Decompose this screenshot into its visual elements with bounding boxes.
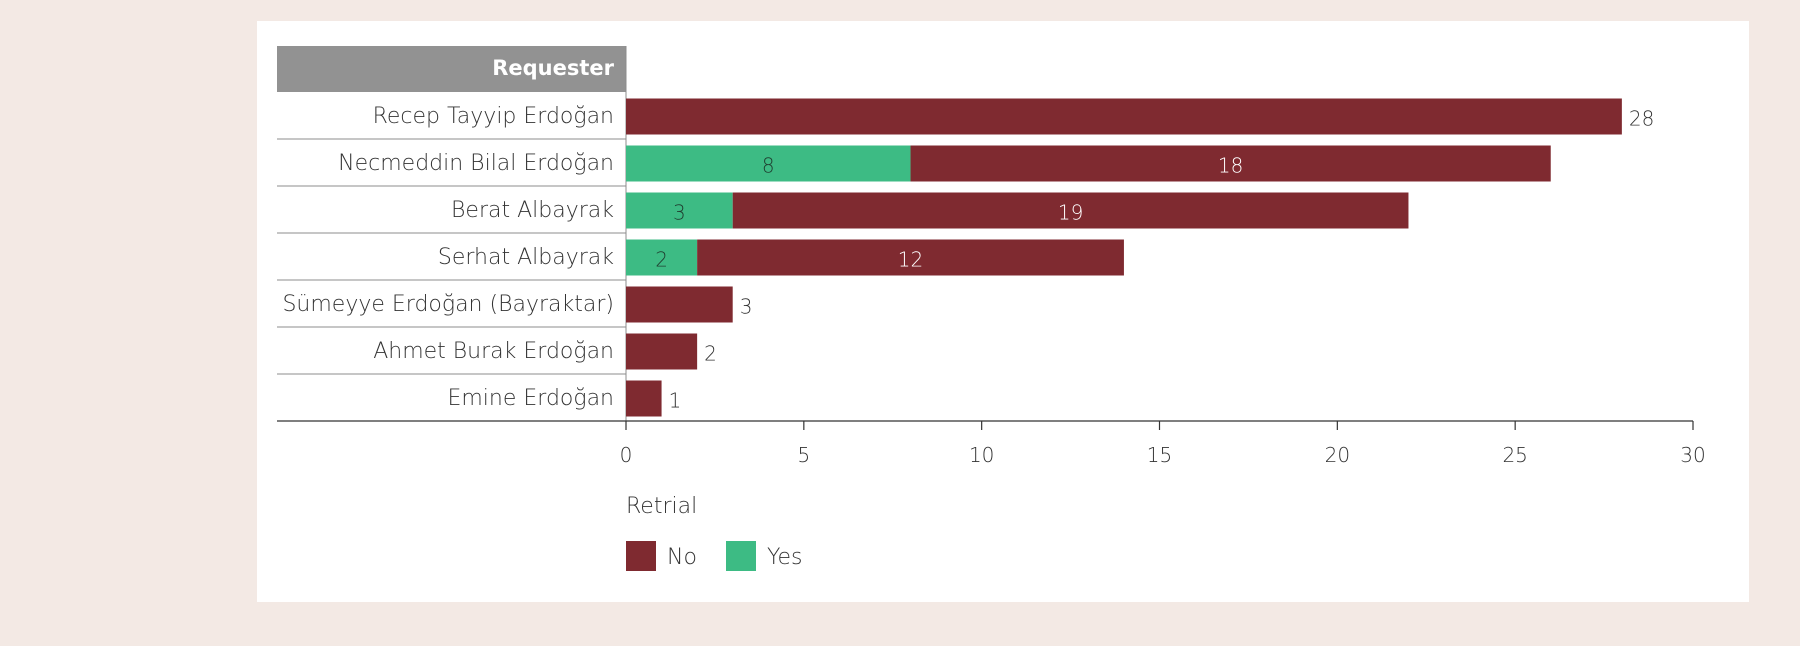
bar-value-label: 3	[673, 201, 686, 225]
bar-value-label: 1	[669, 389, 682, 413]
category-rows: Recep Tayyip Erdoğan Necmeddin Bilal Erdo…	[277, 46, 627, 421]
x-tick-label: 15	[1147, 443, 1172, 467]
legend-label-yes: Yes	[767, 545, 803, 570]
bar-value-label: 8	[762, 154, 775, 178]
category-label: Necmeddin Bilal Erdoğan	[338, 151, 614, 176]
x-tick-label: 30	[1680, 443, 1705, 467]
bar-value-label: 18	[1218, 154, 1243, 178]
bar-segment-no	[697, 239, 1124, 276]
category-label: Berat Albayrak	[451, 198, 614, 223]
category-label: Ahmet Burak Erdoğan	[373, 339, 614, 364]
bar-value-label: 12	[898, 248, 923, 272]
bar-segment-yes	[626, 239, 698, 276]
x-tick-label: 20	[1325, 443, 1350, 467]
category-label: Serhat Albayrak	[438, 245, 614, 270]
row-header-background	[277, 46, 626, 92]
row-header: Requester	[277, 46, 626, 92]
legend-swatch-yes	[726, 541, 756, 571]
bar-value-label: 28	[1629, 107, 1654, 131]
bar-segment-no	[910, 145, 1551, 182]
bar-segment-no	[626, 98, 1622, 135]
legend: Retrial No Yes	[626, 494, 803, 571]
chart-card: Requester Recep Tayyip Erdoğan Necmeddin …	[257, 21, 1749, 602]
x-tick-label: 25	[1502, 443, 1527, 467]
x-tick-label: 0	[620, 443, 633, 467]
x-axis: 0 5 10 15 20 25 30	[277, 420, 1706, 467]
x-tick-label: 5	[797, 443, 810, 467]
x-tick-label: 10	[969, 443, 994, 467]
bar-segment-no	[626, 333, 698, 370]
bar-segment-no	[732, 192, 1409, 229]
bar-value-label: 3	[740, 295, 753, 319]
legend-swatch-no	[626, 541, 656, 571]
row-header-label: Requester	[492, 56, 614, 80]
category-label: Recep Tayyip Erdoğan	[373, 104, 614, 129]
bar-segment-no	[626, 286, 733, 323]
bar-value-label: 2	[704, 342, 717, 366]
bar-segment-yes	[626, 145, 911, 182]
category-label: Emine Erdoğan	[447, 386, 614, 411]
bar-value-label: 2	[655, 248, 668, 272]
category-label: Sümeyye Erdoğan (Bayraktar)	[282, 292, 614, 317]
stacked-bar-chart: Requester Recep Tayyip Erdoğan Necmeddin …	[277, 46, 1706, 571]
bar-value-label: 19	[1058, 201, 1083, 225]
legend-title: Retrial	[626, 494, 697, 519]
legend-label-no: No	[667, 545, 697, 570]
bar-segment-no	[626, 380, 662, 417]
bar-segment-yes	[626, 192, 733, 229]
